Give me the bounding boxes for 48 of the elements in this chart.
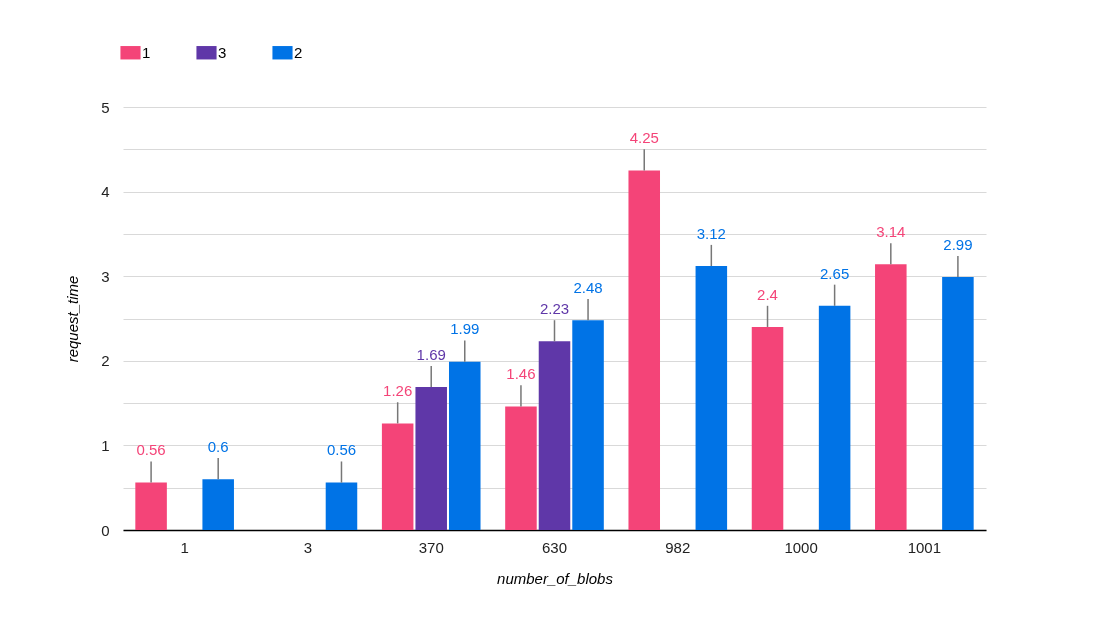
y-tick-label: 0 [101,521,110,539]
data-label: 2.23 [539,300,570,318]
bar [942,277,974,530]
data-label: 0.56 [136,441,166,459]
bar [505,406,537,530]
data-label: 0.6 [207,438,229,456]
x-tick-label: 630 [541,538,568,556]
y-tick-label: 4 [101,183,110,201]
bar [695,266,728,530]
bar [818,305,851,530]
bar [202,479,234,530]
data-label: 1.46 [506,365,536,383]
legend-label: 1 [142,43,151,61]
bar [538,341,571,530]
x-tick-label: 1 [180,538,189,556]
data-label: 2.99 [943,235,973,253]
data-label: 1.69 [416,345,446,363]
bar [415,387,447,530]
x-axis-title: number_of_blobs [497,569,614,587]
bar [135,482,167,530]
bar [628,170,661,530]
x-tick-label: 982 [665,538,691,556]
legend-label: 3 [218,43,227,61]
data-label: 3.14 [876,223,906,241]
y-axis-title: request_time [64,275,82,363]
x-tick-label: 3 [303,538,313,556]
data-label: 2.48 [573,279,603,297]
bar [751,326,784,530]
y-tick-label: 2 [101,352,110,370]
data-label: 4.25 [629,129,659,147]
y-tick-label: 3 [101,267,110,285]
data-label: 1.26 [383,382,413,400]
x-tick-label: 1001 [907,538,942,556]
bar [325,482,358,530]
bar [381,423,414,530]
data-label: 2.4 [757,285,778,303]
y-tick-label: 5 [101,98,110,116]
y-tick-label: 1 [101,436,110,454]
data-label: 1.99 [450,320,480,338]
bar [448,361,481,530]
data-label: 2.65 [820,264,850,282]
x-tick-label: 370 [418,538,444,556]
legend-label: 2 [294,43,303,61]
bar [875,264,907,530]
data-label: 3.12 [696,224,726,242]
data-label: 0.56 [326,441,357,459]
x-tick-label: 1000 [784,538,818,556]
bar [572,320,604,530]
